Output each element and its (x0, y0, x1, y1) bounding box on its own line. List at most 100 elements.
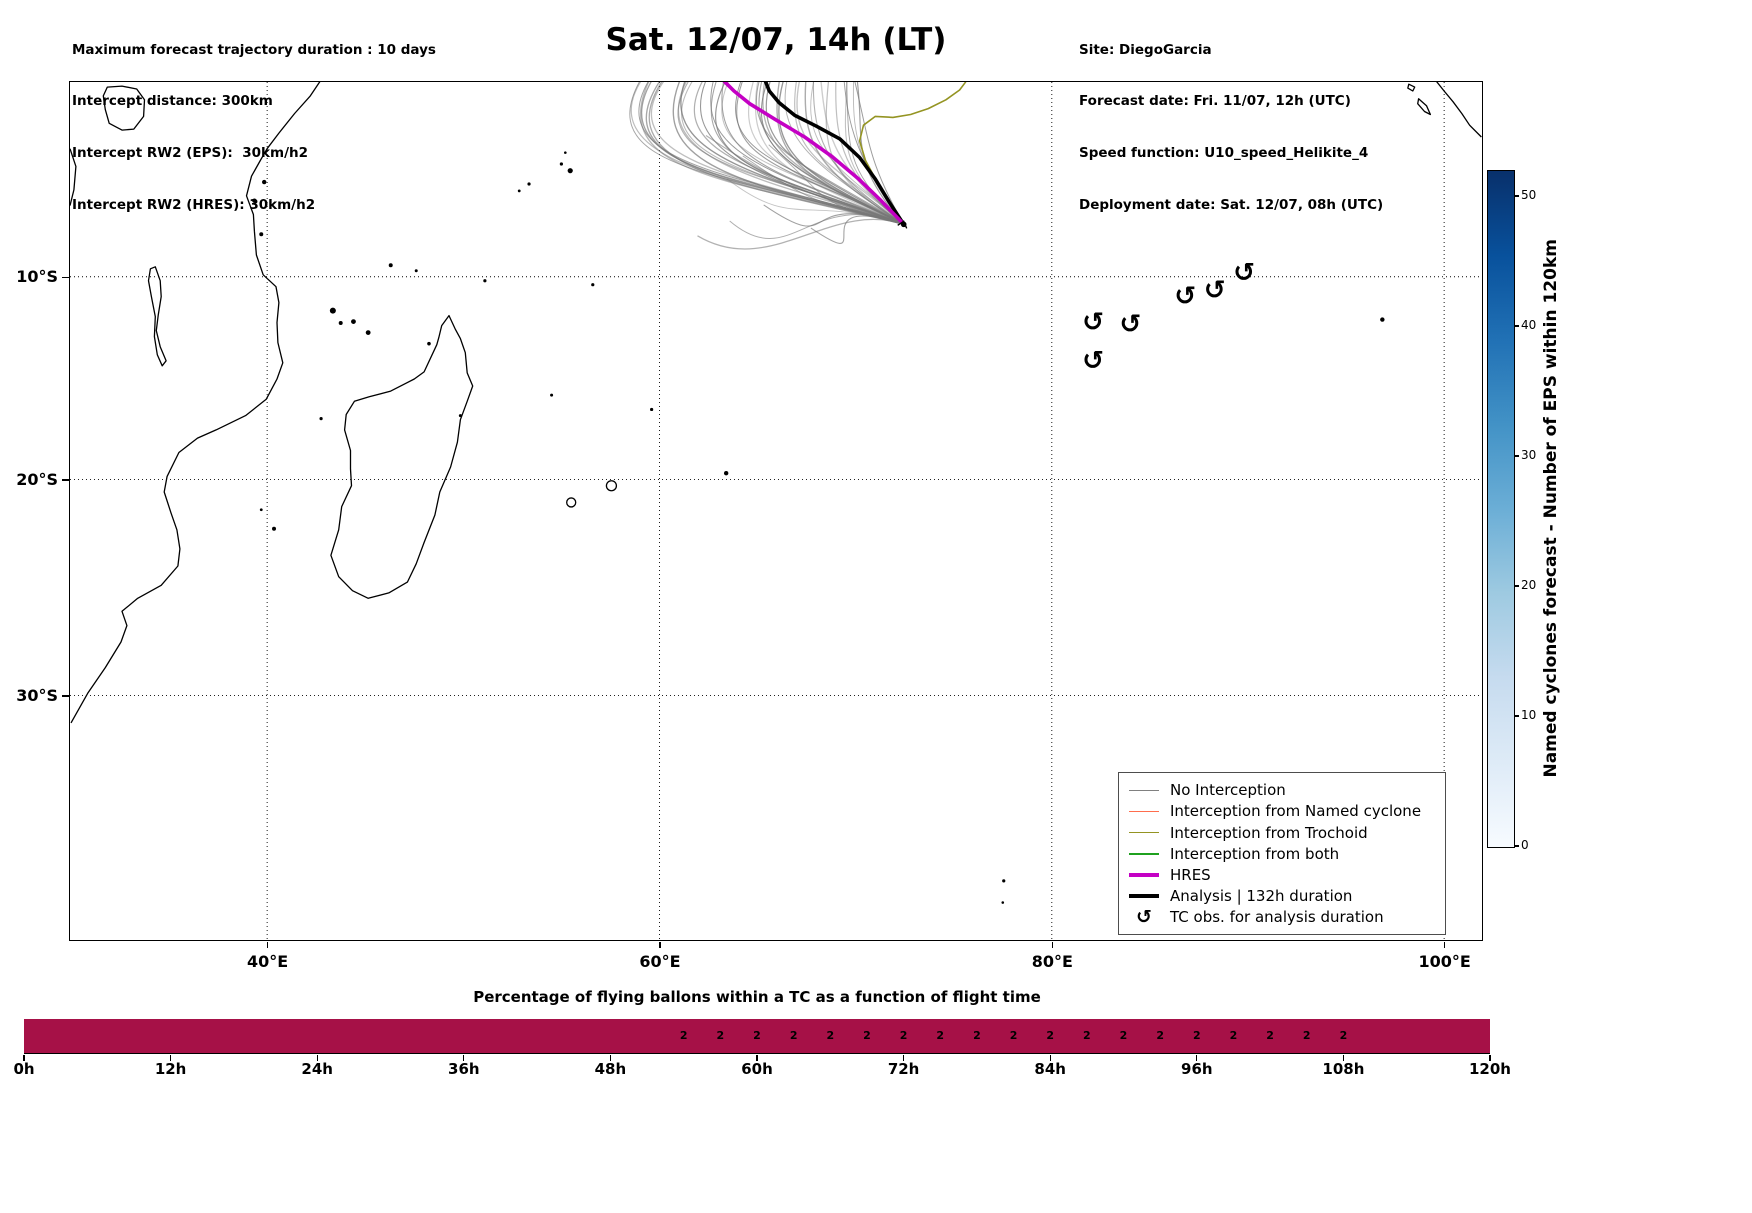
run-parameters-block: Maximum forecast trajectory duration : 1… (72, 7, 436, 249)
eps-trajectory (700, 82, 904, 225)
map-legend: No Interception Interception from Named … (1118, 771, 1446, 935)
island-siberut (1417, 98, 1432, 116)
legend-label: TC obs. for analysis duration (1170, 908, 1384, 927)
island-dot (527, 182, 531, 186)
eps-trajectories (629, 82, 905, 250)
tc-obs-marker: ↺ (1233, 258, 1255, 288)
map-x-tickmark (1051, 941, 1053, 948)
tc-obs-marker: ↺ (1204, 276, 1226, 306)
site-text: Site: DiegoGarcia (1079, 41, 1212, 58)
island-dot (1001, 901, 1005, 904)
bottom-x-tickmark (1489, 1055, 1491, 1061)
bottom-x-tickmark (316, 1055, 318, 1061)
island-dot (458, 414, 462, 418)
legend-label: Analysis | 132h duration (1170, 887, 1353, 906)
island-dot (591, 283, 595, 287)
legend-label: Interception from Trochoid (1170, 823, 1368, 842)
max-duration-text: Maximum forecast trajectory duration : 1… (72, 41, 436, 58)
hres-line (722, 82, 906, 227)
island-dot (388, 263, 393, 268)
bottom-x-tickmark (1049, 1055, 1051, 1061)
legend-swatch-trochoid (1129, 831, 1159, 834)
gridlines (70, 82, 1482, 940)
bottom-x-tick-label: 36h (448, 1060, 480, 1078)
analysis-line (763, 82, 906, 227)
island-dot (365, 330, 371, 336)
bottom-x-tick-label: 96h (1181, 1060, 1213, 1078)
coastline-madagascar (330, 314, 474, 599)
trajectory-map: ↺ ↺↺↺ ↺↺ (70, 82, 1482, 940)
island-dot (650, 407, 654, 412)
legend-label: Interception from both (1170, 844, 1340, 863)
legend-item-analysis: Analysis | 132h duration (1129, 886, 1435, 907)
eps-trajectory-short (810, 215, 904, 244)
legend-item-named-cyclone: Interception from Named cyclone (1129, 801, 1435, 822)
island-dot (414, 269, 418, 273)
colorbar-label: Named cyclones forecast - Number of EPS … (1541, 238, 1561, 778)
map-x-tickmark (1444, 941, 1446, 948)
legend-swatch-named-cyclone (1129, 810, 1159, 813)
legend-swatch-both (1129, 853, 1159, 855)
map-y-tickmark (62, 695, 69, 697)
intercept-rw2-hres-text: Intercept RW2 (HRES): 30km/h2 (72, 197, 316, 214)
island-dot (517, 189, 521, 193)
eps-trajectory (721, 82, 904, 225)
lake-victoria (102, 85, 146, 131)
map-x-tick-label: 100°E (1418, 951, 1471, 971)
island-dot (483, 279, 487, 283)
island-dot (329, 307, 336, 314)
eps-trajectory (650, 82, 904, 225)
tc-obs-marker: ↺ (1119, 310, 1141, 340)
intercept-rw2-eps-text: Intercept RW2 (EPS): 30km/h2 (72, 145, 308, 162)
cyclone-icon: ↺ (1136, 905, 1152, 928)
tc-obs-markers: ↺ ↺↺↺ ↺↺ (1082, 258, 1255, 376)
island-dot (252, 198, 257, 203)
island-dot (259, 508, 263, 512)
eps-trajectory (804, 82, 905, 225)
map-x-tickmark (267, 941, 269, 948)
island-ring (566, 497, 577, 508)
bottom-x-tickmark (756, 1055, 758, 1061)
eps-trajectory-short (763, 204, 904, 227)
map-panel: ↺ ↺ ↺ ↺ ↺ ↺ No Interception Interception from… (69, 81, 1483, 941)
eps-trajectory (648, 82, 904, 225)
legend-label: No Interception (1170, 781, 1286, 800)
legend-item-tc-obs: ↺ TC obs. for analysis duration (1129, 907, 1435, 928)
legend-swatch-hres (1129, 873, 1159, 878)
island-dot (1002, 879, 1006, 883)
island-dot (319, 417, 323, 421)
map-x-tick-label: 80°E (1031, 951, 1073, 971)
tc-percentage-bar (24, 1019, 1490, 1053)
bottom-x-tick-label: 24h (301, 1060, 333, 1078)
intercept-distance-text: Intercept distance: 300km (72, 93, 273, 110)
legend-label: HRES (1170, 866, 1211, 885)
bottom-x-tick-label: 0h (13, 1060, 35, 1078)
eps-trajectory-short (697, 218, 904, 250)
island-dot (338, 320, 343, 325)
eps-trajectory (710, 82, 904, 225)
map-y-tickmark (62, 276, 69, 278)
bottom-x-tick-label: 108h (1322, 1060, 1365, 1078)
bottom-chart-axis (24, 1053, 1490, 1054)
island-dot (262, 179, 267, 185)
eps-trajectory (756, 82, 904, 225)
bottom-x-tick-label: 60h (741, 1060, 773, 1078)
island-dot (351, 319, 356, 324)
bottom-x-tick-label: 48h (594, 1060, 627, 1078)
bottom-chart-title: Percentage of flying ballons within a TC… (473, 988, 1041, 1006)
eps-trajectory (677, 82, 904, 225)
tc-obs-marker: ↺ (1082, 346, 1104, 376)
map-y-tick-label: 10°S (16, 267, 58, 287)
eps-trajectory (820, 82, 905, 225)
eps-trajectory (715, 82, 904, 225)
bottom-x-tick-label: 120h (1469, 1060, 1511, 1078)
island-batu (1407, 83, 1416, 92)
island-ring (605, 480, 618, 492)
legend-item-both: Interception from both (1129, 843, 1435, 864)
colorbar-label-wrap: Named cyclones forecast - Number of EPS … (1534, 170, 1568, 846)
deployment-date-text: Deployment date: Sat. 12/07, 08h (UTC) (1079, 197, 1384, 214)
forecast-date-text: Forecast date: Fri. 11/07, 12h (UTC) (1079, 93, 1351, 110)
island-dot (1380, 317, 1385, 322)
forecast-info-block: Site: DiegoGarcia Forecast date: Fri. 11… (1079, 7, 1383, 249)
